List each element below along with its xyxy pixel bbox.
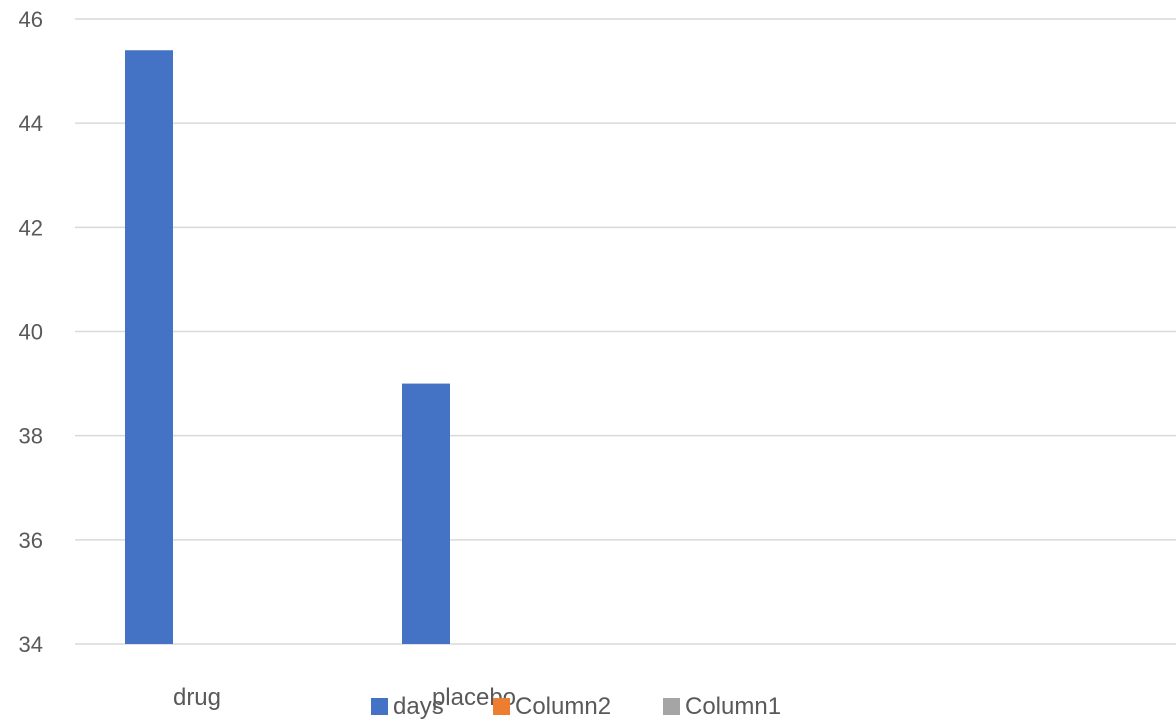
legend-label: Column1 (685, 693, 781, 720)
legend-swatch (663, 698, 680, 715)
y-tick-label: 38 (19, 424, 43, 449)
x-axis-categories: drug placebo (173, 684, 516, 711)
y-tick-label: 46 (19, 7, 43, 32)
legend-swatch (371, 698, 388, 715)
bar-days-drug (125, 50, 173, 644)
y-tick-label: 40 (19, 320, 43, 345)
y-tick-label: 34 (19, 632, 43, 657)
y-axis-ticks: 34 36 38 40 42 44 46 (19, 7, 43, 657)
legend: days Column2 Column1 (371, 693, 781, 720)
x-category-label: drug (173, 684, 221, 711)
bars (125, 50, 450, 644)
bar-days-placebo (402, 383, 450, 644)
y-tick-label: 44 (19, 111, 43, 136)
legend-label: Column2 (515, 693, 611, 720)
legend-swatch (493, 698, 510, 715)
legend-label: days (393, 693, 444, 720)
gridlines (75, 18, 1176, 645)
y-tick-label: 36 (19, 528, 43, 553)
y-tick-label: 42 (19, 215, 43, 240)
